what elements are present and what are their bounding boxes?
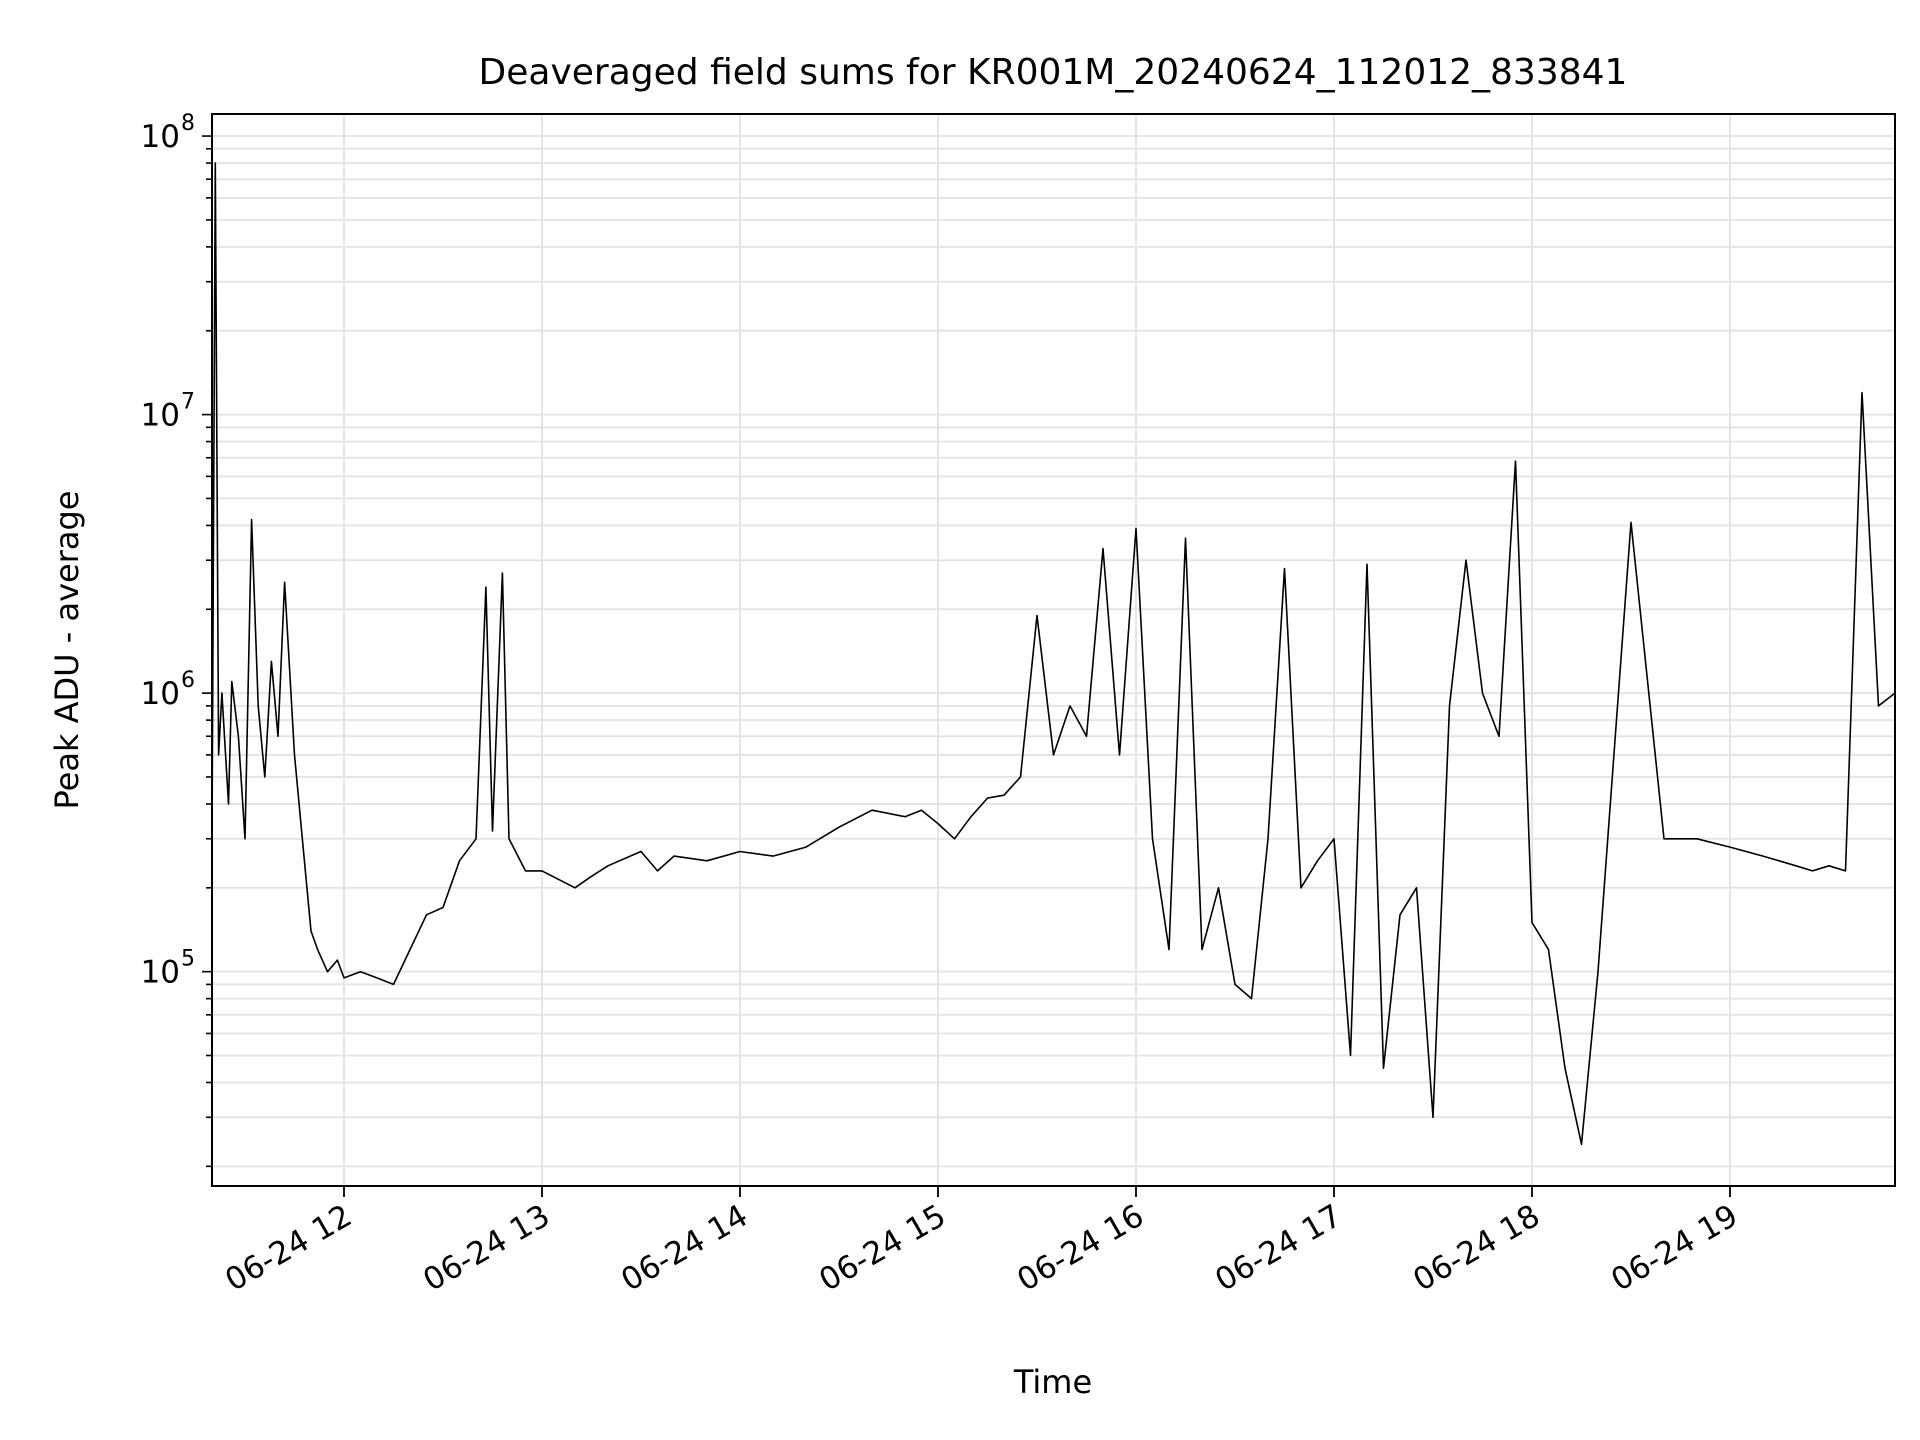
x-tick-label: 06-24 14 (615, 1198, 754, 1299)
grid-lines (212, 114, 1895, 1186)
axis-ticks: 06-24 12 06-24 13 06-24 14 06-24 15 06-24 16… (141, 111, 1744, 1299)
x-tick-label: 06-24 16 (1011, 1198, 1150, 1299)
y-tick-label: 10 (141, 119, 180, 155)
y-tick-label-exponent: 5 (181, 947, 195, 972)
plot-area-frame (211, 113, 1896, 1187)
y-tick-label: 10 (141, 398, 180, 434)
x-tick-label: 06-24 12 (219, 1198, 358, 1299)
y-tick-label: 10 (141, 676, 180, 712)
y-tick-label-exponent: 7 (181, 390, 195, 415)
x-tick-label: 06-24 15 (813, 1198, 952, 1299)
series-line (211, 162, 1896, 1146)
x-tick-label: 06-24 18 (1407, 1198, 1546, 1299)
y-tick-label-exponent: 8 (181, 111, 195, 136)
chart-title: Deaveraged field sums for KR001M_2024062… (479, 52, 1628, 93)
y-tick-label-exponent: 6 (181, 668, 195, 693)
x-tick-label: 06-24 13 (417, 1198, 556, 1299)
x-tick-label: 06-24 17 (1209, 1198, 1348, 1299)
y-axis-label: Peak ADU - average (48, 491, 86, 810)
x-tick-label: 06-24 19 (1605, 1198, 1744, 1299)
x-axis-label: Time (1013, 1363, 1092, 1401)
y-tick-label: 10 (141, 955, 180, 991)
